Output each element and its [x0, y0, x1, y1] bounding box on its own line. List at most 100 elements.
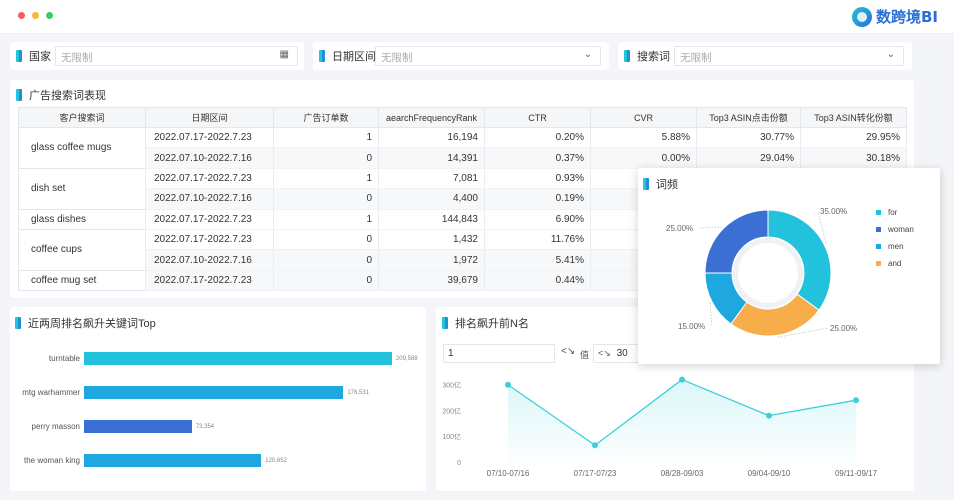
- orders-cell: 0: [273, 249, 379, 271]
- pie-value-label: 15.00%: [678, 322, 705, 331]
- y-tick-label: 100亿: [442, 432, 461, 441]
- bar-mark[interactable]: [84, 420, 192, 433]
- bar-mark[interactable]: [84, 352, 392, 365]
- chevron-down-icon[interactable]: ⌄: [886, 49, 895, 60]
- pie-value-label: 25.00%: [666, 224, 693, 233]
- legend-label: woman: [888, 225, 914, 234]
- y-tick-label: 0: [457, 460, 461, 467]
- bar-category-label: perry masson: [31, 422, 80, 431]
- bar-value-label: 73,354: [195, 424, 215, 430]
- legend-item[interactable]: men: [876, 242, 904, 251]
- column-header[interactable]: CTR: [484, 107, 591, 128]
- legend-swatch: [876, 227, 881, 232]
- legend-label: for: [888, 208, 898, 217]
- input-placeholder: 无限制: [381, 52, 413, 64]
- table-section-title: 广告搜索词表现: [16, 87, 106, 103]
- line-point: [505, 381, 511, 388]
- range-from-input[interactable]: 1: [443, 344, 555, 363]
- bar-chart: turntable 209,588 mtg warhammer 176,531 perr…: [10, 307, 426, 491]
- x-tick-label: 08/28-09/03: [661, 469, 704, 478]
- less-than-icon[interactable]: <↘: [598, 348, 611, 358]
- maximize-window-dot[interactable]: [46, 12, 53, 19]
- range-from-value: 1: [448, 348, 454, 359]
- date-cell: 2022.07.17-2022.7.23: [145, 209, 274, 230]
- popup-section-title: 词频: [643, 176, 678, 192]
- pie-leader-line: [778, 327, 829, 338]
- input-placeholder: 无限制: [61, 52, 93, 64]
- bar-value-label: 209,588: [395, 356, 418, 362]
- ctr-cell: 0.19%: [484, 188, 591, 210]
- column-header[interactable]: 广告订单数: [273, 107, 379, 128]
- table-header-row: 客户搜索词 日期区间 广告订单数 aearchFrequencyRank CTR…: [18, 107, 907, 128]
- line-panel-title: 排名飙升前N名: [455, 318, 529, 330]
- input-placeholder: 无限制: [680, 52, 712, 64]
- keyword-cell: glass dishes: [18, 209, 146, 230]
- pie-value-label: 35.00%: [820, 207, 847, 216]
- close-window-dot[interactable]: [18, 12, 25, 19]
- chevron-down-icon[interactable]: ⌄: [583, 49, 592, 60]
- line-point: [592, 442, 598, 449]
- x-tick-label: 09/04-09/10: [748, 469, 791, 478]
- x-tick-label: 07/10-07/16: [487, 469, 530, 478]
- legend-item[interactable]: for: [876, 208, 897, 217]
- window-titlebar: 数跨境BI: [0, 0, 954, 34]
- minimize-window-dot[interactable]: [32, 12, 39, 19]
- bookmark-icon: [319, 50, 325, 62]
- keyword-cell: coffee cups: [18, 229, 146, 271]
- conv-share-cell: 29.95%: [800, 127, 907, 149]
- column-header[interactable]: Top3 ASIN转化份额: [800, 107, 907, 128]
- filter-country: 国家 无限制 ▦: [10, 42, 304, 70]
- column-header[interactable]: CVR: [590, 107, 697, 128]
- filter-label: 国家: [29, 51, 51, 63]
- column-header[interactable]: 日期区间: [145, 107, 274, 128]
- click-share-cell: 30.77%: [696, 127, 801, 149]
- legend-item[interactable]: woman: [876, 225, 914, 234]
- legend-label: men: [888, 242, 904, 251]
- orders-cell: 0: [273, 147, 379, 169]
- less-than-icon[interactable]: <↘: [561, 346, 576, 357]
- bookmark-icon: [15, 317, 21, 329]
- bar-mark[interactable]: [84, 454, 262, 467]
- column-header[interactable]: Top3 ASIN点击份额: [696, 107, 801, 128]
- ctr-cell: 0.93%: [484, 168, 591, 190]
- bar-category-label: the woman king: [23, 456, 80, 465]
- line-section-title: 排名飙升前N名: [442, 315, 529, 331]
- orders-cell: 0: [273, 229, 379, 251]
- cvr-cell: 5.88%: [590, 127, 697, 149]
- line-chart: 0 100亿 200亿 300亿 07/10-07/16 07/17-07/23 08/28…: [442, 376, 878, 478]
- date-cell: 2022.07.10-2022.7.16: [145, 249, 274, 271]
- bookmark-icon: [624, 50, 630, 62]
- line-point: [766, 412, 772, 419]
- date-cell: 2022.07.10-2022.7.16: [145, 188, 274, 210]
- column-header[interactable]: 客户搜索词: [18, 107, 146, 128]
- x-tick-label: 09/11-09/17: [835, 469, 878, 478]
- bar-mark[interactable]: [84, 386, 344, 399]
- bookmark-icon: [643, 178, 649, 190]
- rank-cell: 14,391: [378, 147, 485, 169]
- calendar-icon[interactable]: ▦: [279, 49, 289, 60]
- column-header[interactable]: aearchFrequencyRank: [378, 107, 485, 128]
- donut-hole: [738, 243, 798, 303]
- bookmark-icon: [442, 317, 448, 329]
- legend-swatch: [876, 261, 881, 266]
- line-area: [508, 379, 856, 462]
- table-title: 广告搜索词表现: [29, 90, 106, 102]
- rank-cell: 1,432: [378, 229, 485, 251]
- filter-label: 日期区间: [332, 51, 376, 63]
- ctr-cell: 6.90%: [484, 209, 591, 230]
- bar-value-label: 120,652: [265, 458, 287, 464]
- legend-item[interactable]: and: [876, 259, 901, 268]
- search-term-select[interactable]: 无限制 ⌄: [674, 46, 904, 66]
- country-input[interactable]: 无限制 ▦: [55, 46, 298, 66]
- pie-leader-line: [817, 210, 827, 244]
- bookmark-icon: [16, 50, 22, 62]
- pie-slice: [704, 209, 769, 274]
- rank-cell: 16,194: [378, 127, 485, 149]
- date-range-select[interactable]: 无限制 ⌄: [375, 46, 601, 66]
- x-tick-label: 07/17-07/23: [574, 469, 617, 478]
- legend-swatch: [876, 244, 881, 249]
- logo-text: 数跨境BI: [875, 8, 938, 26]
- orders-cell: 1: [273, 127, 379, 149]
- keyword-cell: coffee mug set: [18, 270, 146, 292]
- bar-category-label: turntable: [48, 354, 80, 363]
